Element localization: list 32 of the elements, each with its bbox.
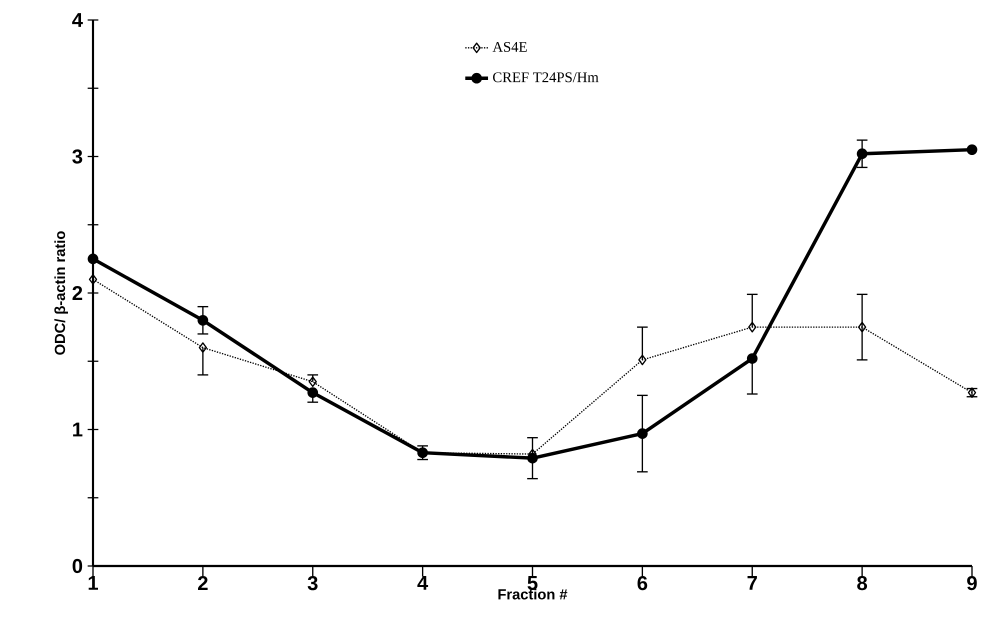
point	[858, 322, 866, 332]
point	[856, 148, 868, 160]
point	[638, 354, 647, 366]
y-tick-label: 0	[72, 558, 82, 574]
point	[637, 428, 648, 439]
point	[198, 342, 208, 353]
x-tick-label: 4	[417, 576, 428, 590]
point	[527, 452, 538, 464]
y-tick-label: 2	[72, 286, 82, 300]
x-tick-label: 3	[308, 576, 318, 590]
x-tick-label: 1	[88, 576, 98, 590]
x-tick-label: 8	[857, 576, 868, 590]
point	[307, 387, 318, 398]
y-axis-title: ODC/ β-actin ratio	[54, 231, 68, 355]
x-tick-label: 7	[748, 576, 757, 590]
y-tick-label: 3	[72, 149, 82, 164]
point	[308, 376, 317, 388]
y-tick-label: 1	[73, 422, 82, 436]
legend-label: AS4E	[492, 42, 527, 52]
point	[746, 353, 758, 364]
x-tick-label: 9	[967, 576, 977, 590]
x-tick-label: 5	[528, 576, 538, 590]
point	[198, 314, 208, 326]
x-tick-label: 6	[638, 576, 648, 590]
point	[748, 322, 756, 332]
point	[88, 274, 98, 285]
y-tick-label: 4	[72, 13, 83, 27]
point	[88, 254, 98, 264]
x-axis-title: Fraction #	[498, 588, 568, 600]
point	[966, 144, 978, 156]
legend-label: CREF T24PS/Hm	[493, 72, 599, 82]
x-tick-label: 2	[198, 576, 208, 590]
